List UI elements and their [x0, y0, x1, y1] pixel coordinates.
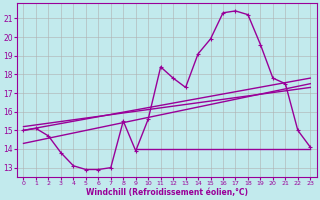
X-axis label: Windchill (Refroidissement éolien,°C): Windchill (Refroidissement éolien,°C)	[86, 188, 248, 197]
